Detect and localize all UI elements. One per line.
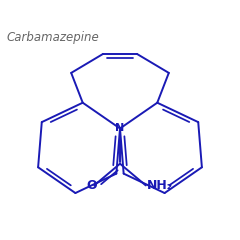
Text: N: N bbox=[115, 123, 125, 133]
Text: Carbamazepine: Carbamazepine bbox=[6, 30, 99, 43]
Text: NH₂: NH₂ bbox=[146, 179, 173, 192]
Text: O: O bbox=[86, 179, 97, 192]
